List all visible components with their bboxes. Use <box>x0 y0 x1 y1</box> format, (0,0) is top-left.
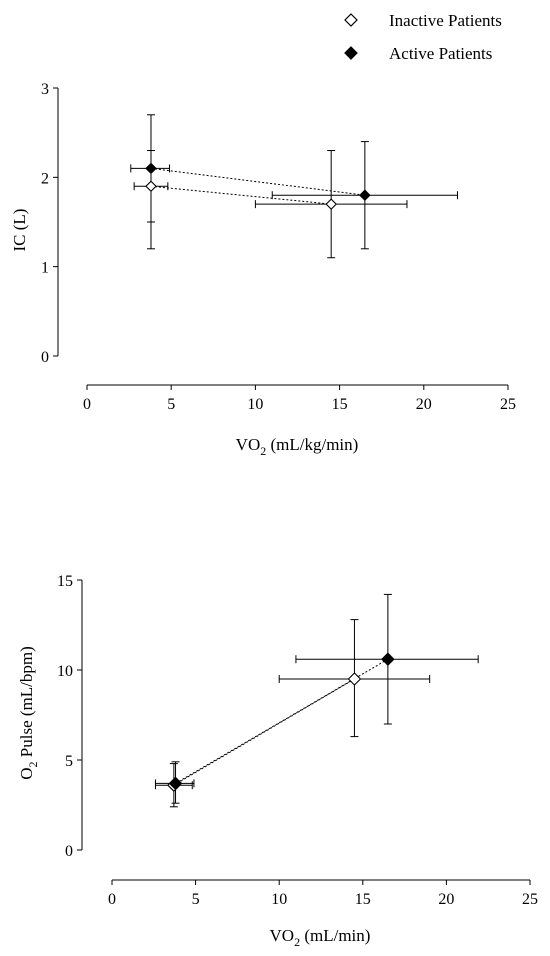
y-tick-label: 1 <box>41 260 49 277</box>
x-tick-label: 20 <box>416 396 432 413</box>
inactive-patients-point <box>347 672 362 686</box>
active-patients-point <box>168 776 183 791</box>
chart-2-x-label-main: VO <box>270 926 295 945</box>
chart-1-axes: 0 5 10 15 20 25 0 1 2 3 <box>41 81 516 413</box>
x-tick-label: 5 <box>167 396 175 413</box>
legend-label-active: Active Patients <box>389 44 492 63</box>
chart-2-error-bars <box>154 593 479 808</box>
active-patients-point <box>145 162 157 175</box>
chart-2-points <box>167 652 395 792</box>
chart-1-x-label-subscript: 2 <box>260 444 266 458</box>
x-tick-label: 25 <box>522 891 538 908</box>
chart-2-y-label-subscript: 2 <box>26 761 40 767</box>
legend-filled-diamond-icon <box>344 46 358 60</box>
chart-2-x-label-subscript: 2 <box>294 935 300 949</box>
chart-1-y-axis-label: IC (L) <box>10 209 29 252</box>
x-tick-label: 15 <box>332 396 348 413</box>
y-tick-label: 0 <box>41 349 49 366</box>
y-tick-label: 3 <box>41 81 49 98</box>
chart-2-y-label-post: Pulse (mL/bpm) <box>17 646 36 761</box>
y-tick-label: 5 <box>65 753 73 770</box>
chart-1-x-label-main: VO <box>236 435 261 454</box>
legend-item-active: Active Patients <box>344 44 492 63</box>
chart-1-points <box>145 162 371 210</box>
x-tick-label: 5 <box>192 891 200 908</box>
chart-2-y-axis-label: O2 Pulse (mL/bpm) <box>17 646 40 780</box>
active-patients-point <box>359 189 371 201</box>
legend: Inactive Patients Active Patients <box>344 11 502 63</box>
legend-open-diamond-icon <box>344 13 358 27</box>
inactive-patients-point <box>145 180 157 193</box>
x-tick-label: 15 <box>355 891 371 908</box>
x-tick-label: 10 <box>271 891 287 908</box>
y-tick-label: 15 <box>57 573 73 590</box>
y-tick-label: 0 <box>65 843 73 860</box>
chart-2-axes: 0 5 10 15 20 25 0 5 10 15 <box>57 573 538 908</box>
legend-item-inactive: Inactive Patients <box>344 11 502 30</box>
x-tick-label: 10 <box>247 396 263 413</box>
chart-1-x-label-units: (mL/kg/min) <box>266 435 358 454</box>
chart-2-y-label-pre: O <box>17 767 36 779</box>
x-tick-label: 20 <box>438 891 454 908</box>
chart-1-connector-lines <box>150 167 365 205</box>
legend-label-inactive: Inactive Patients <box>389 11 502 30</box>
connector-line <box>150 167 365 196</box>
connector-line <box>173 678 355 786</box>
chart-2-x-label-units: (mL/min) <box>300 926 370 945</box>
chart-1-x-axis-label: VO2 (mL/kg/min) <box>236 435 359 458</box>
inactive-patients-point <box>325 198 337 210</box>
x-tick-label: 0 <box>108 891 116 908</box>
chart-2-x-axis-label: VO2 (mL/min) <box>270 926 371 949</box>
y-tick-label: 2 <box>41 170 49 187</box>
active-patients-point <box>381 652 395 666</box>
x-tick-label: 0 <box>83 396 91 413</box>
y-tick-label: 10 <box>57 663 73 680</box>
x-tick-label: 25 <box>500 396 516 413</box>
